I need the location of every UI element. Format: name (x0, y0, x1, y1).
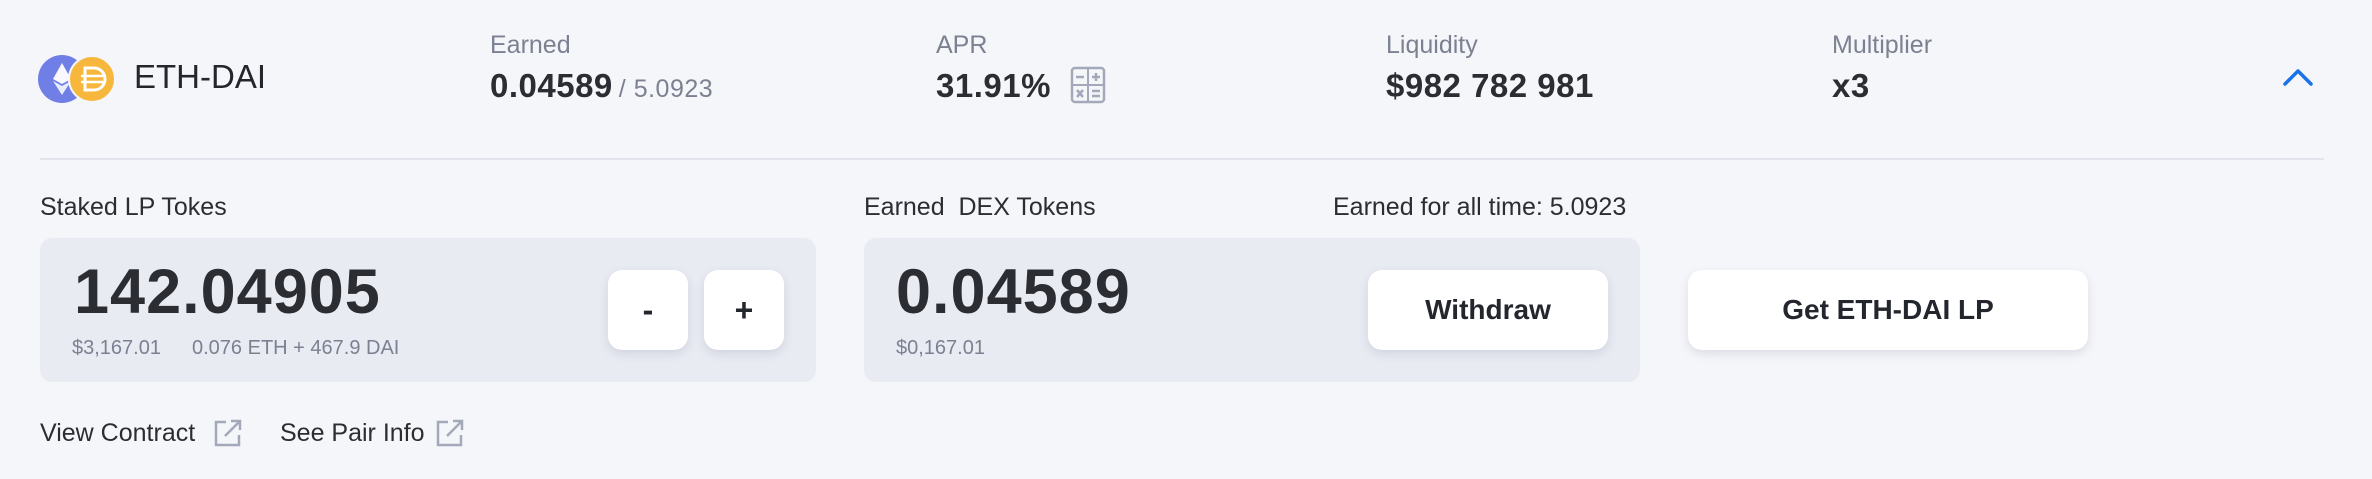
withdraw-button[interactable]: Withdraw (1368, 270, 1608, 350)
staked-panel: 142.04905 $3,167.01 0.076 ETH + 467.9 DA… (40, 238, 816, 382)
staked-amount: 142.04905 (74, 257, 381, 327)
calculator-icon[interactable] (1070, 66, 1106, 104)
pair-icons (38, 54, 118, 104)
earned-dex-usd: $0,167.01 (896, 337, 985, 359)
view-contract-link[interactable]: View Contract (40, 419, 196, 447)
header-divider (40, 158, 2324, 160)
see-pair-info-link[interactable]: See Pair Info (280, 419, 425, 447)
liquidity-label: Liquidity (1386, 31, 1478, 59)
earned-total: / 5.0923 (618, 75, 714, 103)
apr-value: 31.91% (936, 67, 1051, 104)
unstake-button[interactable]: - (608, 270, 688, 350)
earned-all-time: Earned for all time: 5.0923 (1333, 193, 1627, 221)
multiplier-label: Multiplier (1832, 31, 1933, 59)
external-link-icon[interactable] (434, 417, 466, 449)
earned-panel: 0.04589 $0,167.01 Withdraw (864, 238, 1640, 382)
liquidity-value: $982 782 981 (1386, 67, 1594, 104)
multiplier-value: x3 (1832, 67, 1870, 104)
apr-label: APR (936, 31, 988, 59)
earned-value-group: 0.04589/ 5.0923 (490, 67, 713, 105)
external-link-icon[interactable] (212, 417, 244, 449)
earned-dex-amount: 0.04589 (896, 257, 1131, 327)
staked-composition: 0.076 ETH + 467.9 DAI (192, 337, 400, 359)
earned-dex-label: Earned DEX Tokens (864, 193, 1096, 221)
chevron-up-icon[interactable] (2282, 66, 2314, 88)
dai-icon (68, 55, 116, 103)
earned-value: 0.04589 (490, 67, 613, 104)
stake-button[interactable]: + (704, 270, 784, 350)
earned-label: Earned (490, 31, 571, 59)
staked-usd: $3,167.01 (72, 337, 161, 359)
get-lp-button[interactable]: Get ETH-DAI LP (1688, 270, 2088, 350)
staked-label: Staked LP Tokes (40, 193, 227, 221)
pair-name: ETH-DAI (134, 58, 266, 95)
